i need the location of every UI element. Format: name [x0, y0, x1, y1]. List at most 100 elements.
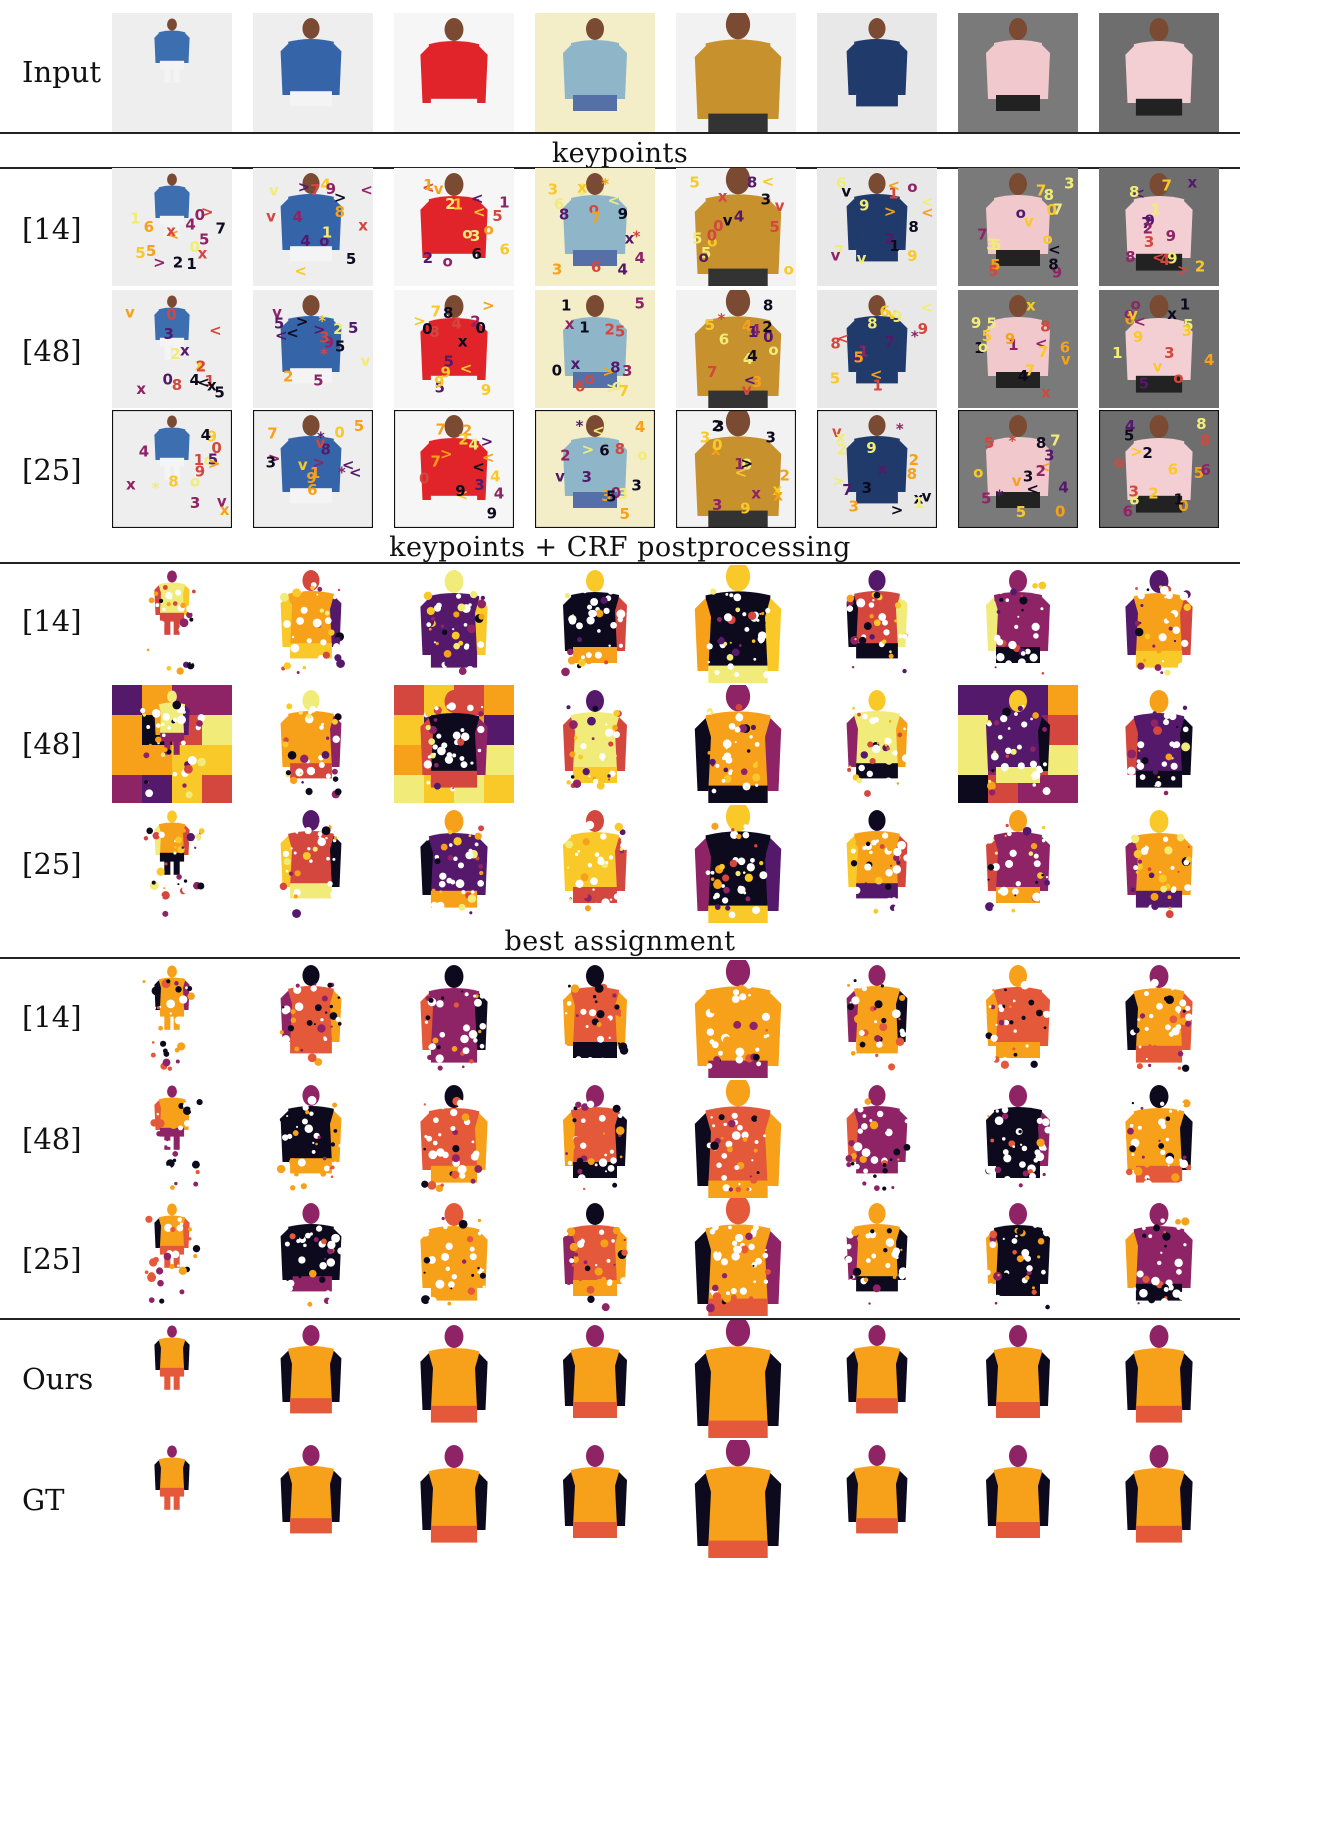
divider	[0, 957, 1240, 959]
input-photo	[394, 13, 514, 133]
keypoints-image: o x 3 <5 5 8 5 v o 4 o 0 v 5 0	[676, 168, 796, 286]
svg-text:x: x	[577, 179, 587, 197]
svg-text:<: <	[473, 203, 486, 221]
svg-text:5: 5	[991, 236, 1001, 254]
svg-text:4: 4	[743, 350, 753, 368]
svg-text:3: 3	[761, 191, 771, 209]
svg-text:0: 0	[166, 305, 176, 323]
svg-text:<: <	[608, 191, 621, 209]
segmentation-map	[1099, 1198, 1219, 1316]
keypoints-image: >5 0 8 1 4 o 3 8 2 6 6 6 5 8 2	[1099, 410, 1219, 528]
segmentation-map	[1099, 685, 1219, 803]
svg-text:6: 6	[1060, 339, 1070, 357]
svg-text:o: o	[462, 224, 472, 242]
svg-text:5: 5	[982, 327, 992, 345]
clean-segmentation	[1099, 1320, 1219, 1438]
svg-text:5: 5	[769, 218, 779, 236]
section-title-crf: keypoints + CRF postprocessing	[389, 532, 851, 563]
svg-text:x: x	[751, 485, 761, 503]
svg-text:9: 9	[207, 428, 217, 446]
svg-text:2: 2	[560, 446, 570, 464]
svg-text:2: 2	[333, 320, 343, 338]
section-title-keypoints: keypoints	[551, 138, 689, 169]
svg-text:6: 6	[1168, 461, 1178, 479]
svg-text:9: 9	[618, 205, 628, 223]
svg-text:9: 9	[918, 320, 928, 338]
svg-text:2: 2	[173, 253, 183, 271]
svg-text:4: 4	[1204, 351, 1214, 369]
svg-text:7: 7	[619, 382, 629, 400]
svg-text:4: 4	[185, 216, 195, 234]
svg-text:6: 6	[144, 218, 154, 236]
svg-text:*: *	[576, 417, 584, 435]
keypoints-image: 4 <8 < v 3 3 2 * 5 5 7 o * 5 0	[958, 410, 1078, 528]
segmentation-map	[676, 805, 796, 923]
svg-text:v: v	[217, 492, 227, 510]
svg-text:<: <	[1035, 334, 1048, 352]
svg-text:2: 2	[604, 320, 614, 338]
segmentation-map	[676, 685, 796, 803]
svg-text:8: 8	[1129, 491, 1139, 509]
svg-text:0: 0	[211, 439, 221, 457]
keypoints-image: 9 * x > x >2 v v 3 8 7 x 1 2 3	[817, 410, 937, 528]
segmentation-map	[1099, 1080, 1219, 1198]
svg-text:5: 5	[444, 353, 454, 371]
svg-text:3: 3	[849, 498, 859, 516]
segmentation-map	[958, 1198, 1078, 1316]
segmentation-map	[676, 1198, 796, 1316]
segmentation-map	[817, 1198, 937, 1316]
svg-text:*: *	[318, 312, 326, 330]
svg-text:<: <	[360, 181, 373, 199]
clean-segmentation	[112, 1320, 232, 1438]
svg-text:>: >	[298, 178, 311, 196]
keypoints-image: o o 3 5 v 9 x * 9 4 8 1 >4 x 0	[112, 410, 232, 528]
input-image-strip	[112, 13, 1242, 133]
clean-segmentation	[535, 1320, 655, 1438]
svg-text:<: <	[1026, 480, 1039, 498]
segmentation-map	[535, 960, 655, 1078]
clean-segmentation	[1099, 1440, 1219, 1558]
svg-text:4: 4	[750, 321, 760, 339]
svg-text:1: 1	[748, 323, 758, 341]
svg-text:v: v	[841, 182, 851, 200]
keypoints-image: 3 4 4 3 x 8 o 6 x 6 3 7 * <9 *	[535, 168, 655, 286]
keypoints-strip-48: x x 0 1 <5 0 4 x 2 v 8 2 3 < x * * 5 < < >5 > v 5 v 2 5 9 3 2 9 >5 8 x 9 2 4…	[112, 290, 1242, 410]
keypoints-strip-14: 1 5 >7 <5 x 0 1 5 x >4 6 2 0 > >4 x 7 <9 o 1 4 4 v 5 < v 8 v <6 5 2 o o <…	[112, 168, 1242, 288]
svg-text:6: 6	[836, 174, 846, 192]
row-label-crf-14: [14]	[22, 604, 82, 638]
keypoints-image: <8 6 9 v v 1 1 2 > < <9 o 7 v	[817, 168, 937, 286]
svg-text:3: 3	[552, 260, 562, 278]
svg-text:2: 2	[283, 368, 293, 386]
svg-text:8: 8	[867, 315, 877, 333]
svg-text:o: o	[1173, 369, 1183, 387]
svg-text:3: 3	[1023, 468, 1033, 486]
keypoints-image: 3 5 4 6 5 1 o v o o < v 1 x 3 9	[1099, 290, 1219, 408]
segmentation-map	[394, 1080, 514, 1198]
divider	[0, 132, 1240, 134]
svg-text:0: 0	[195, 206, 205, 224]
segmentation-map	[817, 805, 937, 923]
svg-text:>: >	[891, 501, 904, 519]
svg-text:x: x	[220, 501, 230, 519]
svg-text:3: 3	[582, 468, 592, 486]
keypoints-image: 1 5 >7 <5 x 0 1 5 x >4 6 2 0	[112, 168, 232, 286]
svg-text:<: <	[1048, 240, 1061, 258]
svg-text:x: x	[136, 380, 146, 398]
svg-text:4: 4	[490, 468, 500, 486]
svg-text:3: 3	[622, 362, 632, 380]
svg-text:1: 1	[1174, 490, 1184, 508]
svg-text:8: 8	[335, 203, 345, 221]
svg-text:6: 6	[575, 378, 585, 396]
svg-text:4: 4	[468, 436, 478, 454]
svg-text:0: 0	[742, 456, 752, 474]
svg-text:<: <	[460, 359, 473, 377]
svg-text:3: 3	[1164, 344, 1174, 362]
segmentation-map	[253, 685, 373, 803]
svg-text:o: o	[204, 451, 214, 469]
row-label-input: Input	[22, 55, 102, 89]
svg-text:7: 7	[1036, 182, 1046, 200]
row-label-kp-14: [14]	[22, 212, 82, 246]
clean-segmentation	[676, 1440, 796, 1558]
svg-text:1: 1	[1008, 336, 1018, 354]
svg-text:<: <	[870, 366, 883, 384]
